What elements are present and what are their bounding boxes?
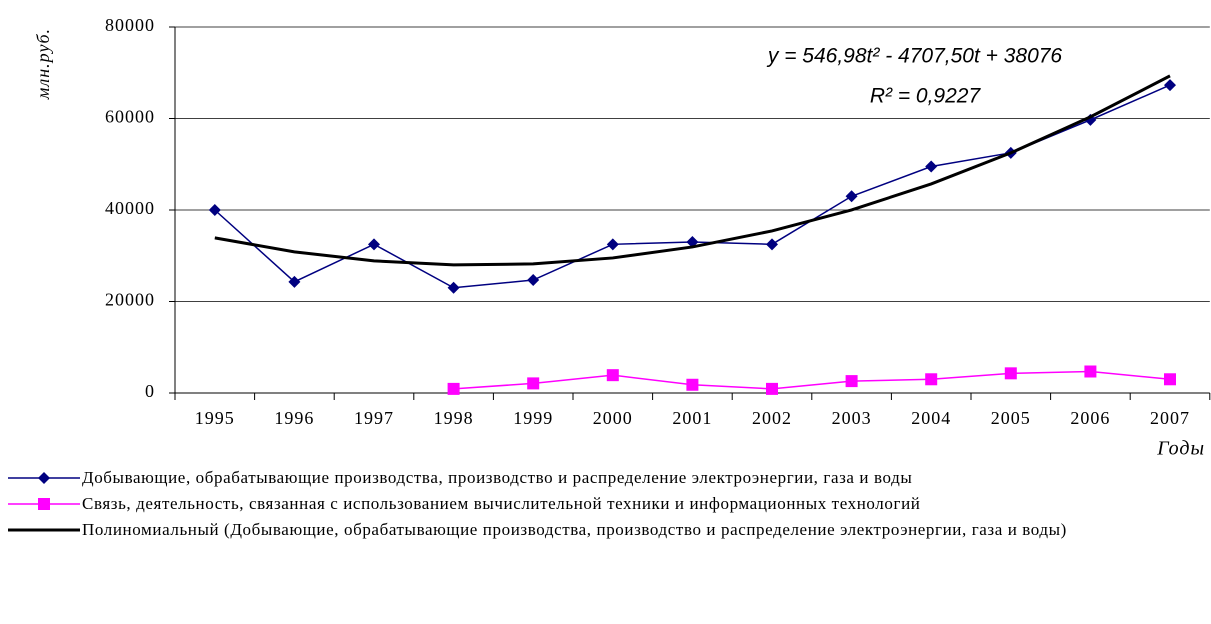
marker [527, 377, 540, 390]
y-tick-label: 80000 [105, 15, 155, 35]
chart: млн.руб. Годы y = 546,98t² - 4707,50t + … [33, 15, 1211, 460]
legend-label: Связь, деятельность, связанная с использ… [82, 494, 921, 513]
series-line [214, 84, 1171, 289]
x-tick-label: 2000 [593, 408, 633, 428]
x-tick-label: 1997 [354, 408, 394, 428]
series-line [214, 74, 1171, 267]
marker [208, 204, 221, 216]
marker [845, 375, 858, 388]
marker [368, 238, 380, 251]
marker [925, 373, 938, 386]
legend-swatch [8, 528, 80, 532]
marker [1004, 367, 1017, 380]
marker [447, 281, 460, 294]
marker [925, 160, 938, 173]
marker [686, 378, 699, 391]
r-squared: R² = 0,9227 [870, 85, 982, 108]
marker [38, 498, 50, 510]
legend-swatch [8, 498, 80, 510]
x-tick-label: 2003 [832, 408, 872, 428]
y-tick-label: 40000 [105, 198, 155, 218]
legend-label: Добывающие, обрабатывающие производства,… [82, 468, 913, 487]
y-axis-label: млн.руб. [33, 28, 53, 100]
legend-entry: Связь, деятельность, связанная с использ… [8, 491, 1208, 517]
x-tick-label: 1995 [195, 408, 235, 428]
x-tick-label: 2005 [991, 408, 1031, 428]
x-tick-label: 2004 [911, 408, 951, 428]
legend-label: Полиномиальный (Добывающие, обрабатывающ… [82, 520, 1067, 539]
x-tick-label: 2002 [752, 408, 792, 428]
marker [1084, 365, 1097, 378]
marker [288, 275, 301, 288]
series-line [453, 370, 1171, 390]
legend-swatch [8, 472, 80, 484]
marker [766, 238, 778, 251]
marker [606, 369, 619, 382]
y-tick-label: 60000 [105, 107, 155, 127]
y-tick-label: 20000 [105, 290, 155, 310]
y-tick-label: 0 [145, 381, 155, 401]
legend-entry: Полиномиальный (Добывающие, обрабатывающ… [8, 517, 1208, 543]
marker [38, 472, 50, 484]
marker [527, 273, 540, 286]
x-tick-label: 2001 [672, 408, 712, 428]
x-tick-label: 2007 [1150, 408, 1190, 428]
x-tick-label: 1996 [274, 408, 314, 428]
x-axis-label: Годы [1156, 438, 1205, 460]
x-tick-label: 1998 [434, 408, 474, 428]
marker [1164, 373, 1176, 386]
marker [766, 382, 778, 395]
legend-entry: Добывающие, обрабатывающие производства,… [8, 465, 1208, 491]
x-tick-label: 2006 [1070, 408, 1110, 428]
marker [1164, 79, 1176, 92]
marker [447, 382, 460, 395]
equation: y = 546,98t² - 4707,50t + 38076 [766, 45, 1063, 68]
legend: Добывающие, обрабатывающие производства,… [8, 465, 1208, 543]
marker [606, 238, 619, 251]
marker [845, 190, 858, 203]
x-tick-label: 1999 [513, 408, 553, 428]
